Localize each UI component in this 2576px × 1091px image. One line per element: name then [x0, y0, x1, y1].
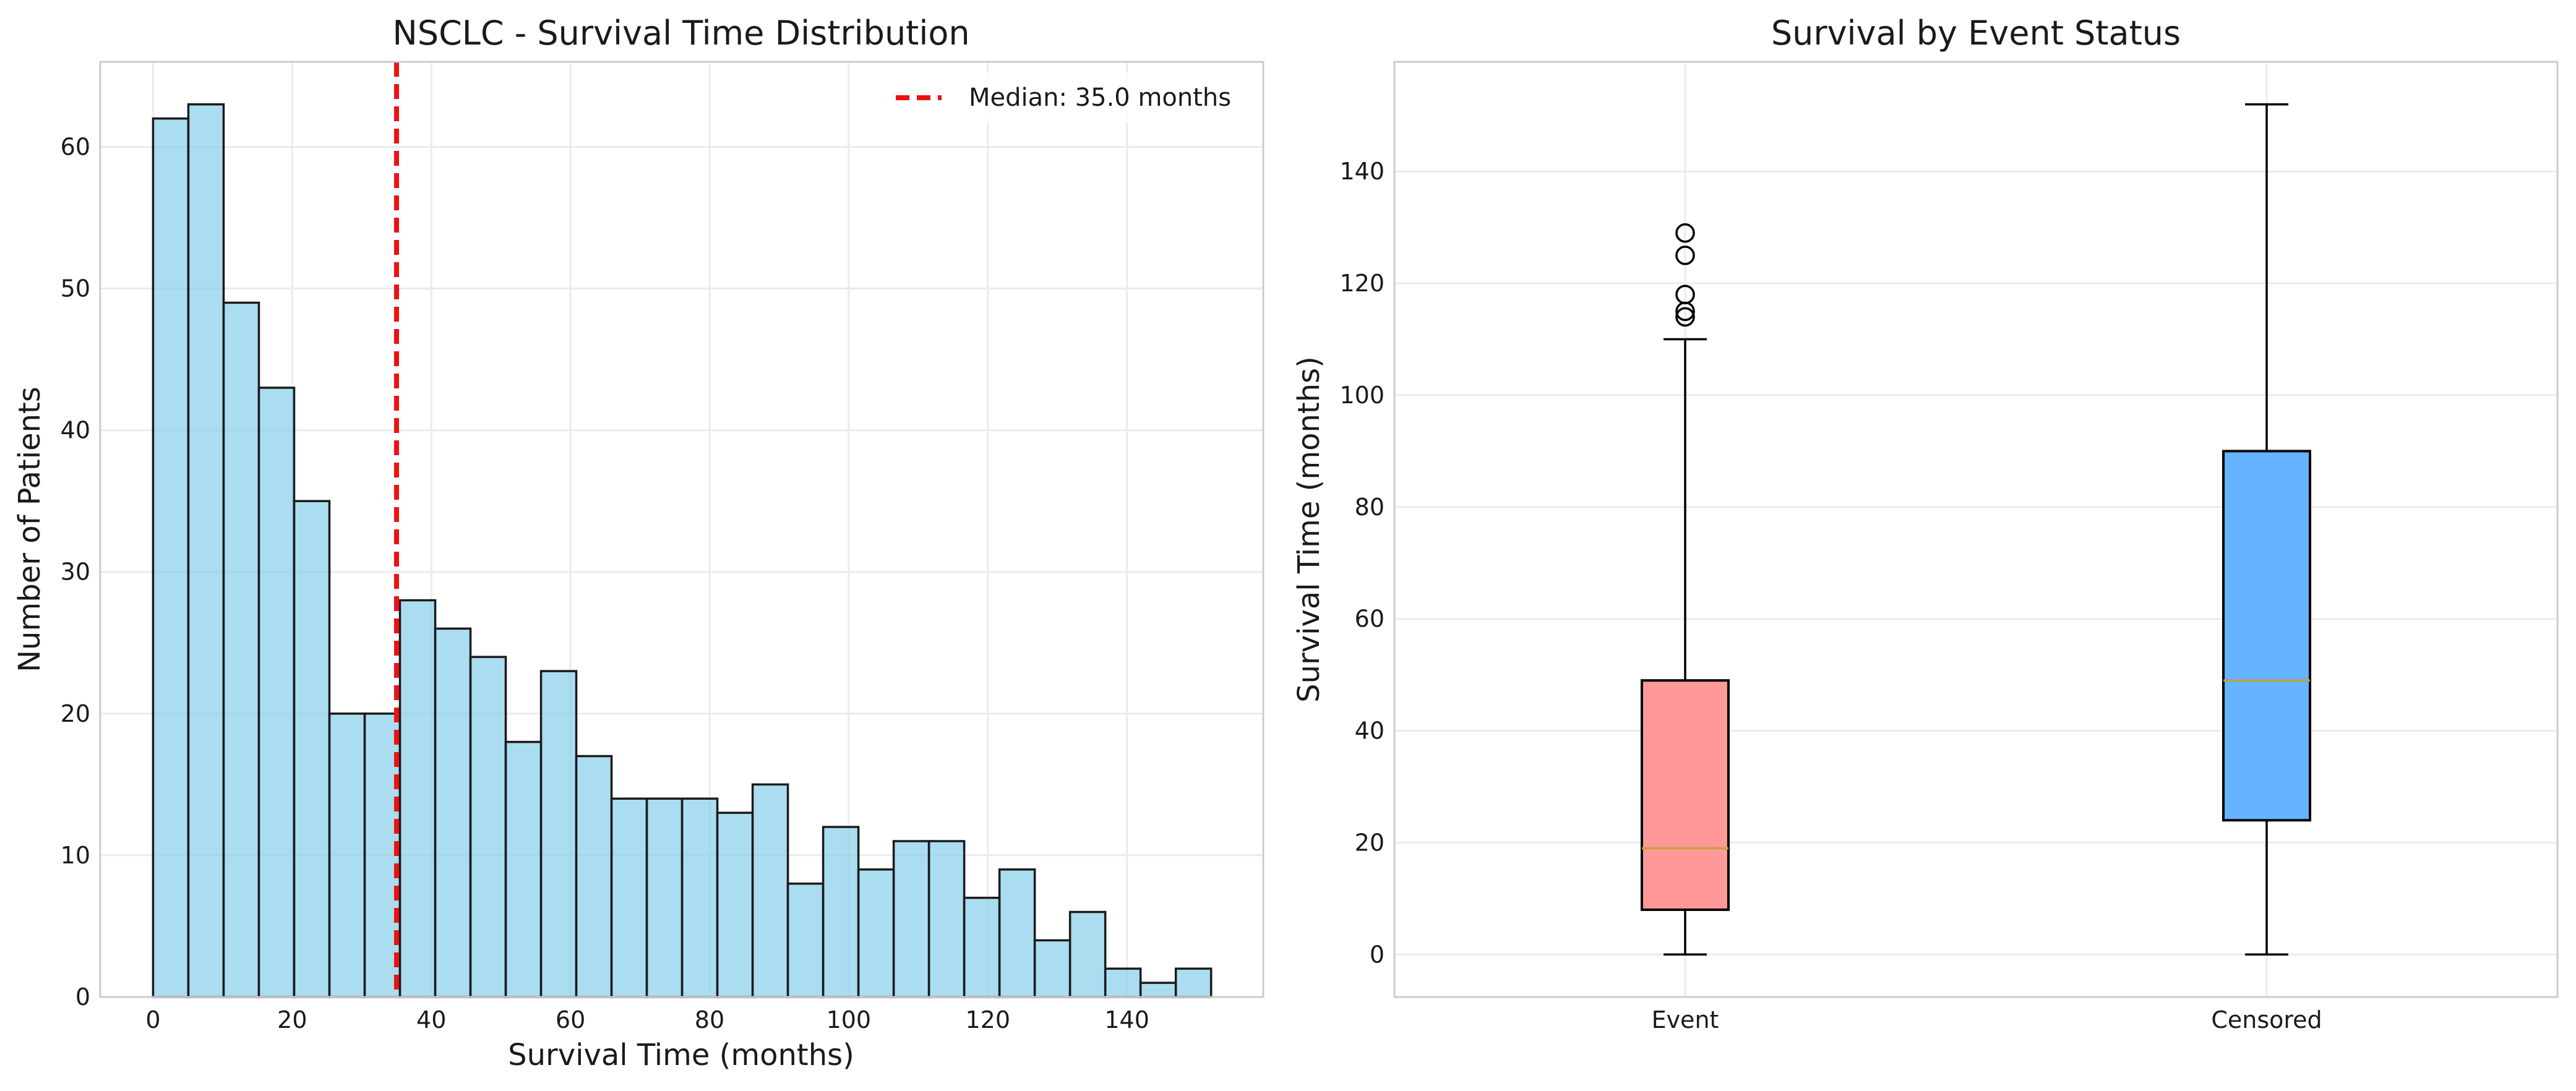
histogram-bar [822, 826, 860, 998]
histogram-bar [1174, 967, 1213, 998]
histogram-bar [398, 599, 437, 998]
histogram-bar [187, 103, 225, 998]
boxplot-y-tick-label: 140 [1339, 158, 1385, 185]
histogram-bar [434, 627, 472, 998]
boxplot-y-tick-label: 100 [1339, 382, 1385, 409]
histogram-bar [610, 797, 648, 998]
histogram-bar [927, 840, 966, 998]
outlier-point [1675, 246, 1695, 265]
histogram-x-tick-label: 100 [826, 1006, 872, 1033]
histogram-bar [1068, 910, 1107, 998]
histogram-plot-frame [99, 61, 1264, 998]
histogram-bar [680, 797, 719, 998]
histogram-bar [328, 712, 366, 998]
histogram-bar [751, 783, 789, 998]
histogram-x-tick-label: 0 [145, 1006, 160, 1033]
histogram-bar [857, 868, 895, 998]
outlier-point [1675, 285, 1695, 304]
histogram-x-tick-label: 120 [965, 1006, 1010, 1033]
boxplot-panel: Survival by Event Status Event Censored 0… [1292, 14, 2559, 1033]
histogram-bar [504, 740, 543, 998]
boxplot-y-ticks: 0 20 40 60 80 100 120 140 [1339, 158, 1385, 968]
histogram-y-tick-label: 0 [75, 983, 90, 1011]
histogram-y-axis-label: Number of Patients [12, 387, 47, 672]
histogram-y-tick-label: 50 [61, 275, 90, 302]
histogram-x-tick-label: 140 [1104, 1006, 1149, 1033]
histogram-bar [152, 117, 190, 998]
box-censored [2222, 450, 2311, 822]
histogram-x-tick-label: 60 [556, 1006, 585, 1033]
histogram-bar [716, 811, 754, 998]
boxplot-y-tick-label: 40 [1355, 717, 1385, 745]
boxplot-y-tick-label: 120 [1339, 270, 1385, 297]
boxplot-title: Survival by Event Status [1771, 14, 2181, 53]
histogram-bar [575, 755, 613, 998]
histogram-bar [257, 387, 296, 998]
histogram-y-tick-label: 60 [61, 133, 90, 160]
histogram-y-tick-label: 30 [61, 558, 90, 586]
outlier-point [1675, 307, 1695, 327]
legend-box [872, 73, 1251, 122]
legend-median-label: Median: 35.0 months [969, 83, 1231, 112]
histogram-bar [963, 896, 1001, 998]
histogram-legend: Median: 35.0 months [872, 73, 1251, 122]
histogram-title: NSCLC - Survival Time Distribution [392, 14, 969, 53]
histogram-bars [152, 103, 1213, 998]
boxplot-x-tick-label: Censored [2211, 1006, 2322, 1033]
boxplot-x-ticks: Event Censored [1652, 1006, 2322, 1033]
histogram-y-tick-label: 10 [61, 842, 90, 869]
boxplot-boxes [1641, 103, 2311, 956]
boxplot-grid [1394, 62, 2557, 997]
histogram-bar [539, 670, 578, 998]
histogram-bar [1104, 967, 1142, 998]
outlier-point [1675, 223, 1695, 243]
boxplot-x-tick-label: Event [1652, 1006, 1719, 1033]
boxplot-plot-frame [1393, 61, 2559, 998]
boxplot-y-tick-label: 60 [1355, 605, 1385, 633]
histogram-bar [892, 840, 930, 998]
histogram-y-tick-label: 20 [61, 700, 90, 727]
histogram-panel: NSCLC - Survival Time Distribution 0 20 40… [12, 14, 1264, 1072]
histogram-bar [1139, 982, 1177, 998]
boxplot-y-tick-label: 20 [1355, 829, 1385, 856]
boxplot-y-axis-label: Survival Time (months) [1292, 356, 1326, 703]
histogram-bar [1033, 939, 1071, 998]
histogram-bar [222, 301, 260, 998]
histogram-bar [469, 656, 507, 998]
box-event [1641, 679, 1730, 911]
histogram-x-tick-label: 20 [277, 1006, 307, 1033]
histogram-bar [786, 882, 825, 998]
histogram-y-tick-label: 40 [61, 417, 90, 444]
boxplot-y-tick-label: 0 [1370, 941, 1385, 968]
histogram-x-tick-label: 80 [695, 1006, 724, 1033]
histogram-x-tick-label: 40 [416, 1006, 446, 1033]
histogram-y-ticks: 0 10 20 30 40 50 60 [61, 133, 90, 1011]
boxplot-y-tick-label: 80 [1355, 494, 1385, 521]
histogram-bar [293, 500, 331, 998]
histogram-bar [998, 868, 1036, 998]
histogram-x-ticks: 0 20 40 60 80 100 120 140 [145, 1006, 1149, 1033]
histogram-x-axis-label: Survival Time (months) [508, 1038, 854, 1072]
histogram-bar [645, 797, 684, 998]
